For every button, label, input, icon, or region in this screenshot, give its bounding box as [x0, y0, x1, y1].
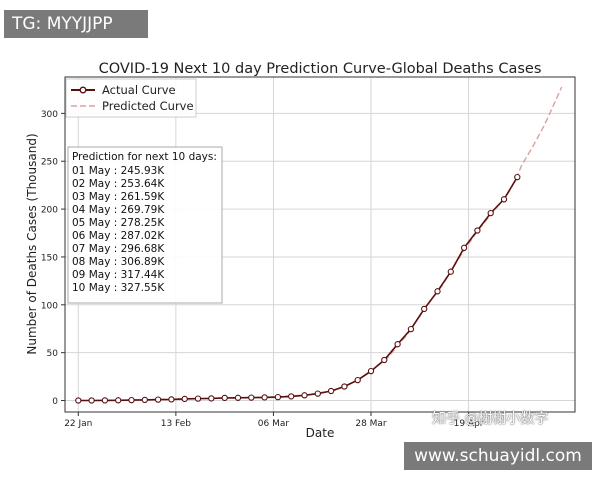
actual-point — [407, 325, 415, 333]
y-axis-ticks: 0 50 100 150 200 250 300 — [41, 110, 65, 407]
actual-point — [327, 387, 335, 395]
actual-point — [474, 227, 481, 234]
chart-title: COVID-19 Next 10 day Prediction Curve-Gl… — [99, 61, 542, 77]
legend-actual-marker — [79, 86, 87, 94]
actual-point — [248, 394, 255, 401]
y-tick-label: 300 — [41, 110, 58, 120]
watermark-center: 知乎 @榭榭小数字 — [432, 411, 549, 427]
actual-point — [115, 397, 122, 404]
annotation-line: 02 May : 253.64K — [72, 178, 165, 190]
actual-point — [367, 367, 375, 375]
actual-point — [301, 392, 308, 399]
y-tick-label: 250 — [41, 158, 58, 168]
y-tick-label: 200 — [41, 206, 58, 216]
legend-box — [65, 78, 197, 118]
x-tick-label: 06 Mar — [258, 419, 290, 429]
annotation-line: 04 May : 269.79K — [72, 204, 165, 216]
actual-point — [141, 396, 148, 404]
actual-point — [447, 268, 454, 275]
actual-point — [460, 244, 468, 251]
actual-point — [234, 394, 242, 401]
actual-point — [181, 395, 188, 403]
actual-point — [487, 209, 494, 217]
actual-point — [128, 396, 135, 404]
legend-predicted-label: Predicted Curve — [102, 99, 194, 113]
y-axis-label: Number of Deaths Cases (Thousand) — [25, 133, 39, 354]
annotation-line: 09 May : 317.44K — [72, 269, 165, 281]
annotation-line: 03 May : 261.59K — [72, 191, 165, 203]
actual-point — [88, 397, 95, 404]
y-tick-label: 100 — [41, 301, 58, 311]
y-tick-label: 0 — [52, 397, 58, 407]
y-tick-label: 50 — [47, 349, 59, 359]
watermark-top-left: TG: MYYJJPP — [4, 10, 148, 38]
actual-point — [154, 396, 162, 403]
actual-point — [500, 196, 508, 203]
actual-point — [381, 356, 388, 364]
annotation-line: 06 May : 287.02K — [72, 230, 165, 242]
x-tick-label: 28 Mar — [355, 419, 387, 429]
x-tick-label: 19 Apr — [454, 419, 484, 429]
actual-point — [394, 341, 401, 348]
prediction-annotation: Prediction for next 10 days: 01 May : 24… — [67, 146, 223, 304]
actual-point — [341, 383, 348, 390]
annotation-line: 07 May : 296.68K — [72, 243, 165, 255]
actual-point — [208, 395, 215, 402]
actual-point — [274, 393, 282, 401]
x-axis-ticks: 22 Jan 13 Feb 06 Mar 28 Mar 19 Apr — [64, 412, 484, 429]
annotation-line: 10 May : 327.55K — [72, 282, 165, 294]
x-tick-label: 22 Jan — [64, 419, 92, 429]
actual-point — [261, 394, 268, 401]
actual-point — [421, 305, 428, 313]
plot-frame — [64, 76, 576, 413]
actual-point — [288, 393, 295, 400]
actual-point — [194, 395, 202, 402]
series-layer — [75, 86, 563, 404]
actual-point — [221, 394, 228, 402]
actual-point — [434, 288, 441, 295]
legend: Actual Curve Predicted Curve — [65, 78, 197, 118]
actual-point — [354, 376, 361, 384]
annotation-line: 08 May : 306.89K — [72, 256, 165, 268]
annotation-line: 05 May : 278.25K — [72, 217, 165, 229]
actual-point — [75, 397, 82, 404]
annotation-line: 01 May : 245.93K — [72, 165, 165, 177]
actual-point — [314, 390, 321, 397]
actual-point — [168, 396, 175, 403]
annotation-title: Prediction for next 10 days: — [72, 151, 217, 163]
actual-point — [101, 397, 109, 404]
watermark-bottom-right: www.schuayidl.com — [404, 442, 592, 470]
actual-point — [514, 173, 521, 181]
annotation-box — [67, 146, 223, 304]
y-tick-label: 150 — [41, 253, 58, 263]
x-tick-label: 13 Feb — [161, 419, 192, 429]
x-axis-label: Date — [306, 426, 335, 440]
legend-actual-label: Actual Curve — [102, 83, 176, 97]
actual-curve-line — [78, 176, 518, 402]
